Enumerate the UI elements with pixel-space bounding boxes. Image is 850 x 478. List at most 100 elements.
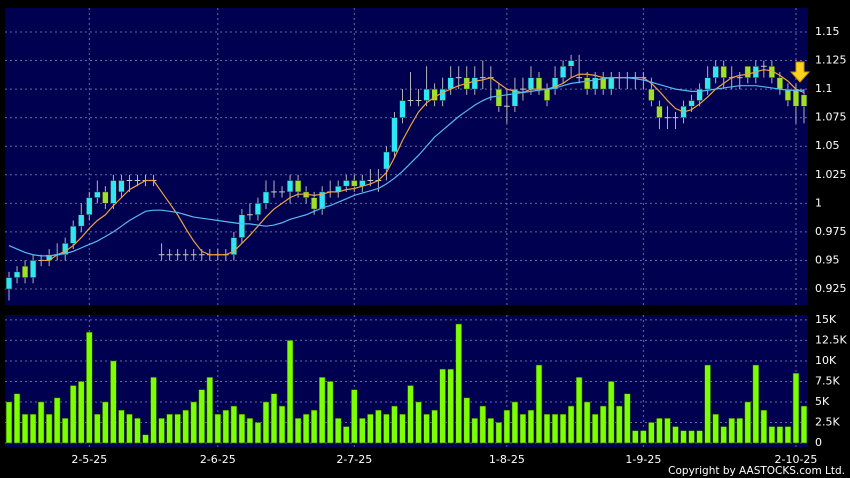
moving-average-line <box>41 69 805 262</box>
y-tick-label: 1.125 <box>815 54 847 67</box>
volume-bar <box>286 340 294 444</box>
candle-body <box>13 271 21 278</box>
candle-body <box>704 77 711 90</box>
volume-bar <box>752 364 759 444</box>
volume-bar <box>792 372 800 444</box>
y-tick-label: 15K <box>815 313 837 326</box>
volume-bar <box>511 401 519 444</box>
volume-bar <box>62 418 69 444</box>
volume-bar <box>744 401 751 444</box>
candle-body <box>286 180 294 193</box>
candle-body <box>551 77 559 90</box>
y-tick-label: 5K <box>815 395 830 408</box>
volume-bar <box>559 414 567 444</box>
candle-body <box>238 214 246 238</box>
volume-bar <box>728 418 735 444</box>
volume-bar <box>270 393 278 444</box>
candle-body <box>254 203 262 216</box>
volume-bar <box>688 430 695 444</box>
y-tick-label: 0.925 <box>815 282 847 295</box>
volume-bar <box>423 414 430 444</box>
volume-bar <box>455 323 462 444</box>
candle-body <box>696 88 703 101</box>
candle-body <box>294 180 302 193</box>
candle-body <box>559 66 567 78</box>
volume-bar <box>800 405 808 444</box>
volume-bar <box>166 414 173 444</box>
volume-bar <box>760 409 767 444</box>
volume-bar <box>431 409 438 444</box>
volume-bar <box>150 377 157 444</box>
candle-body <box>784 88 792 101</box>
candle-body <box>800 94 808 107</box>
volume-bar <box>383 414 390 444</box>
volume-bar <box>680 430 687 444</box>
volume-bar <box>656 418 663 444</box>
volume-bar <box>624 393 631 444</box>
volume-bar <box>214 414 221 444</box>
y-tick-label: 2.5K <box>815 415 840 428</box>
volume-bar <box>503 409 511 444</box>
candle-body <box>343 180 350 187</box>
volume-bar <box>327 381 334 444</box>
candle-body <box>567 60 575 67</box>
candle-body <box>543 88 551 101</box>
candle-body <box>584 77 591 90</box>
candle-body <box>495 88 502 107</box>
y-tick-label: 10K <box>815 354 837 367</box>
volume-bar <box>158 418 165 444</box>
volume-bar <box>784 426 792 444</box>
volume-bar <box>576 377 583 444</box>
y-tick-label: 0 <box>815 436 822 449</box>
volume-bar <box>495 422 502 444</box>
candle-body <box>391 117 398 153</box>
candle-body <box>447 77 454 90</box>
candle-body <box>535 77 543 90</box>
volume-bar <box>632 430 639 444</box>
candle-body <box>648 88 655 101</box>
volume-bar <box>319 377 326 444</box>
candle-body <box>471 77 478 90</box>
volume-bar <box>311 409 318 444</box>
candle-body <box>423 88 430 101</box>
candle-body <box>720 66 727 78</box>
volume-bar <box>335 418 342 444</box>
volume-bar <box>359 418 366 444</box>
volume-bar <box>519 414 527 444</box>
volume-bar <box>600 405 607 444</box>
candle-body <box>5 277 13 290</box>
volume-bar <box>182 409 189 444</box>
candle-body <box>94 191 101 198</box>
volume-bar <box>720 426 727 444</box>
y-tick-label: 12.5K <box>815 333 847 346</box>
volume-bar <box>776 426 784 444</box>
volume-bar <box>94 414 101 444</box>
volume-bar <box>543 414 551 444</box>
volume-bar <box>302 414 310 444</box>
x-tick-label: 2-6-25 <box>200 453 236 466</box>
volume-bar <box>78 381 85 444</box>
y-tick-label: 1.025 <box>815 168 847 181</box>
volume-bar <box>246 418 254 444</box>
volume-bar <box>278 405 286 444</box>
arrow-marker <box>789 61 811 83</box>
candle-body <box>86 197 93 216</box>
volume-bar <box>174 414 181 444</box>
volume-bar <box>672 426 679 444</box>
volume-bar <box>567 405 575 444</box>
volume-bar <box>648 422 655 444</box>
volume-bar <box>190 401 197 444</box>
volume-bar <box>471 418 478 444</box>
candle-body <box>319 191 326 210</box>
candle-body <box>383 151 390 170</box>
volume-bar <box>640 430 647 444</box>
y-tick-label: 1.15 <box>815 25 840 38</box>
y-tick-label: 1.075 <box>815 111 847 124</box>
volume-bar <box>29 414 37 444</box>
candle-body <box>744 66 751 78</box>
x-tick-label: 2-7-25 <box>336 453 372 466</box>
candle-body <box>78 214 85 227</box>
volume-bar <box>134 418 141 444</box>
y-tick-label: 1.05 <box>815 139 840 152</box>
